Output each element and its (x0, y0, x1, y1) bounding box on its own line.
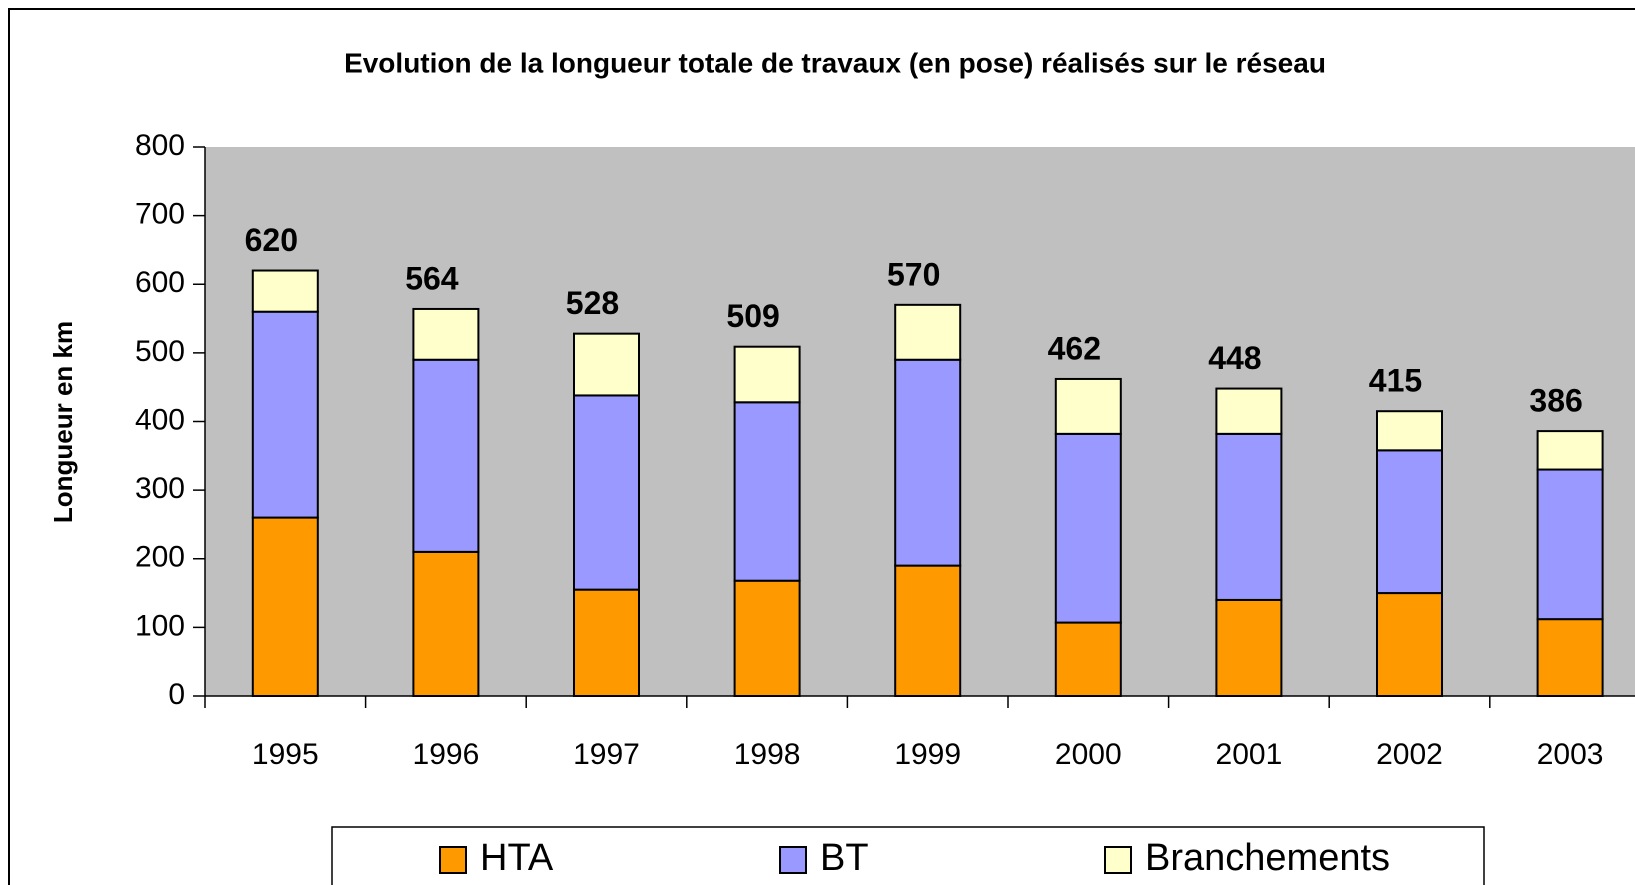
bar-segment (733, 401, 801, 582)
y-tick-label: 500 (135, 335, 185, 368)
bar-segment (1215, 598, 1283, 697)
y-tick-label: 600 (135, 266, 185, 299)
y-tick-label: 800 (135, 129, 185, 162)
bar-segment (412, 550, 480, 698)
bar-segment (1054, 621, 1122, 697)
y-tick-label: 400 (135, 403, 185, 436)
legend-swatch (779, 846, 807, 874)
bar-segment (251, 310, 319, 519)
bar-segment (1054, 377, 1122, 435)
total-label: 462 (1048, 330, 1101, 366)
bar-segment (573, 588, 640, 697)
bar-segment (1376, 449, 1443, 595)
x-tick-label: 1995 (252, 738, 319, 771)
bar-segment (1054, 432, 1122, 624)
x-tick-label: 2003 (1537, 738, 1604, 771)
bar-segment (1536, 430, 1604, 471)
total-label: 415 (1369, 363, 1422, 399)
legend-swatch (1104, 846, 1132, 874)
x-tick-label: 1996 (413, 738, 480, 771)
bar-segment (251, 269, 319, 313)
total-label: 509 (726, 298, 779, 334)
total-label: 620 (245, 222, 298, 258)
x-tick-label: 2000 (1055, 738, 1122, 771)
bar-segment (894, 358, 962, 567)
y-tick-label: 100 (135, 609, 185, 642)
total-label: 448 (1208, 340, 1261, 376)
y-tick-label: 700 (135, 198, 185, 231)
x-tick-label: 1998 (734, 738, 801, 771)
bar-segment (1376, 410, 1443, 452)
x-tick-label: 2001 (1216, 738, 1283, 771)
x-tick-label: 1997 (573, 738, 640, 771)
bar-segment (1376, 592, 1443, 697)
y-tick-label: 200 (135, 541, 185, 574)
y-tick-label: 300 (135, 472, 185, 505)
bar-segment (1215, 432, 1283, 601)
bar-segment (733, 579, 801, 698)
bar-segment (894, 564, 962, 697)
legend-label: HTA (480, 837, 554, 879)
bar-segment (733, 345, 801, 404)
bar-segment (573, 394, 640, 591)
legend-box (331, 826, 1485, 885)
bar-segment (251, 516, 319, 698)
total-label: 570 (887, 256, 940, 292)
total-label: 528 (566, 285, 619, 321)
bar-segment (1536, 468, 1604, 621)
total-label: 564 (405, 260, 459, 296)
x-tick-label: 2002 (1376, 738, 1443, 771)
bar-segment (894, 303, 962, 361)
total-label: 386 (1529, 383, 1582, 419)
legend-label: Branchements (1145, 837, 1390, 879)
bar-segment (573, 332, 640, 397)
x-tick-label: 1999 (894, 738, 961, 771)
legend-swatch (439, 846, 467, 874)
bar-segment (412, 307, 480, 361)
legend-label: BT (820, 837, 869, 879)
bar-segment (1536, 618, 1604, 698)
y-tick-label: 0 (168, 678, 185, 711)
chart-title: Evolution de la longueur totale de trava… (344, 47, 1326, 78)
bar-segment (1215, 387, 1283, 435)
bar-segment (412, 358, 480, 553)
y-axis-label: Longueur en km (48, 321, 78, 523)
